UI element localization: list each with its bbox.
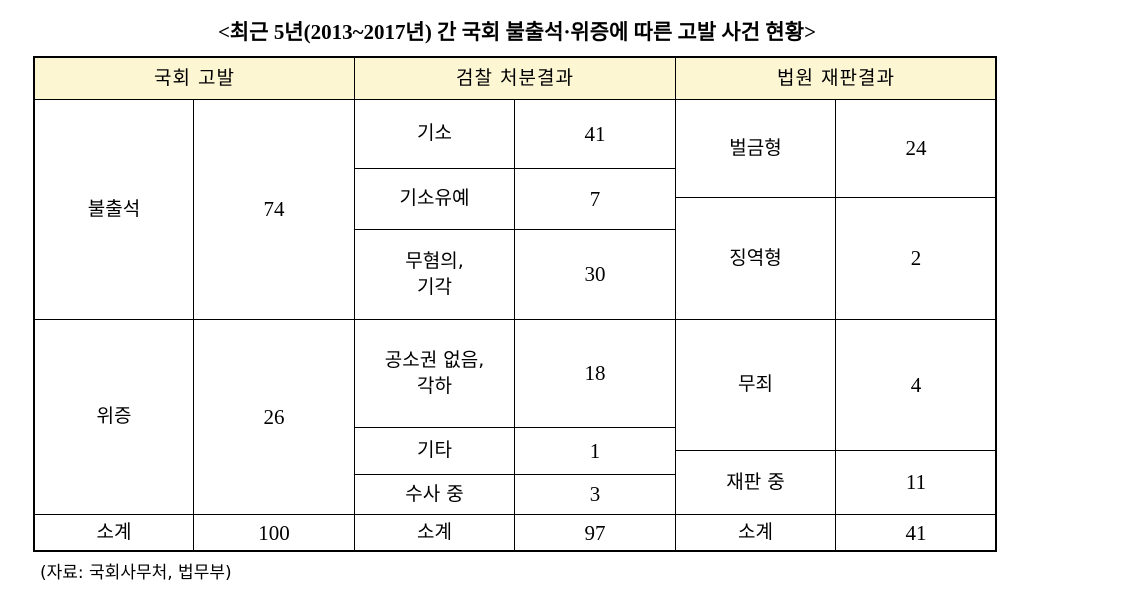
row-label: 벌금형 [675,99,836,198]
row-label: 징역형 [675,197,836,320]
row-count: 3 [514,474,676,515]
row-label: 기소 [354,99,515,169]
row-count: 1 [514,427,676,475]
row-label: 무죄 [675,319,836,451]
total-count: 100 [193,514,355,552]
header-cell: 검찰 처분결과 [354,57,676,100]
row-label: 수사 중 [354,474,515,515]
row-count: 4 [835,319,997,451]
row-count: 74 [193,99,355,320]
row-label: 재판 중 [675,450,836,515]
total-label: 소계 [354,514,515,552]
row-label: 기소유예 [354,168,515,230]
row-count: 30 [514,229,676,320]
row-label: 기타 [354,427,515,475]
row-label: 공소권 없음, 각하 [354,319,515,428]
row-count: 11 [835,450,997,515]
row-count: 18 [514,319,676,428]
total-label: 소계 [34,514,194,552]
title: <최근 5년(2013~2017년) 간 국회 불출석·위증에 따른 고발 사건… [217,20,817,44]
header-cell: 법원 재판결과 [675,57,997,100]
row-count: 2 [835,197,997,320]
row-count: 24 [835,99,997,198]
row-label: 불출석 [34,99,194,320]
row-count: 41 [514,99,676,169]
total-count: 41 [835,514,997,552]
row-label: 위증 [34,319,194,515]
row-label: 무혐의, 기각 [354,229,515,320]
header-cell: 국회 고발 [34,57,355,100]
row-count: 7 [514,168,676,230]
total-label: 소계 [675,514,836,552]
row-count: 26 [193,319,355,515]
total-count: 97 [514,514,676,552]
source: (자료: 국회사무처, 법무부) [40,563,232,583]
